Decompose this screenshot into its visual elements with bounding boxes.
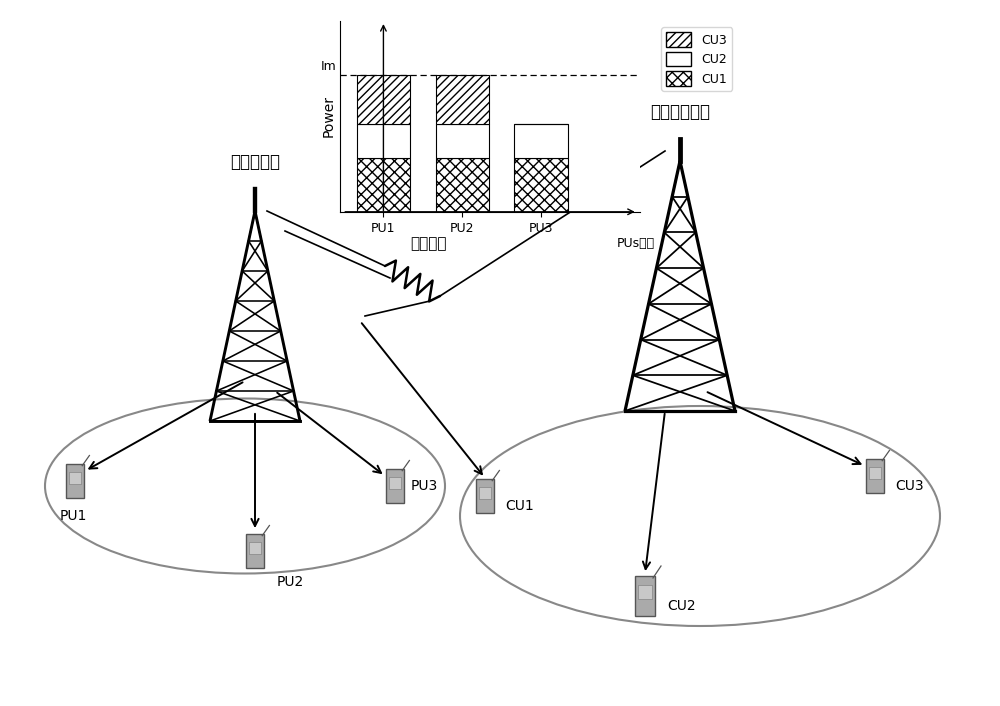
Text: CU3: CU3 [895, 479, 924, 493]
Bar [69, 472, 81, 484]
Text: PU1: PU1 [59, 509, 87, 523]
Text: CU1: CU1 [505, 499, 534, 513]
Text: 主用户基站: 主用户基站 [230, 153, 280, 171]
Bar [479, 487, 491, 498]
Y-axis label: Power: Power [322, 95, 336, 138]
Text: PUs频带: PUs频带 [617, 237, 655, 250]
Bar [866, 459, 884, 493]
Text: PU3: PU3 [411, 479, 438, 493]
Text: PU2: PU2 [277, 575, 304, 589]
Bar [436, 75, 489, 124]
Text: CU2: CU2 [667, 599, 696, 613]
Bar [638, 585, 652, 599]
Bar [246, 534, 264, 568]
Bar [635, 576, 655, 616]
Bar [249, 542, 261, 554]
Legend: CU3, CU2, CU1: CU3, CU2, CU1 [661, 28, 732, 91]
Text: 认知用户基站: 认知用户基站 [650, 103, 710, 121]
Bar [357, 124, 410, 158]
Bar [436, 158, 489, 212]
Bar [357, 75, 410, 124]
Bar [514, 124, 568, 158]
Bar [476, 479, 494, 513]
Text: 干扰链路: 干扰链路 [410, 236, 446, 251]
Bar [389, 477, 401, 489]
Bar [436, 124, 489, 158]
Bar [386, 469, 404, 503]
Bar [514, 158, 568, 212]
Bar [869, 467, 881, 479]
Text: Im: Im [320, 59, 336, 73]
Bar [357, 158, 410, 212]
Bar [66, 464, 84, 498]
